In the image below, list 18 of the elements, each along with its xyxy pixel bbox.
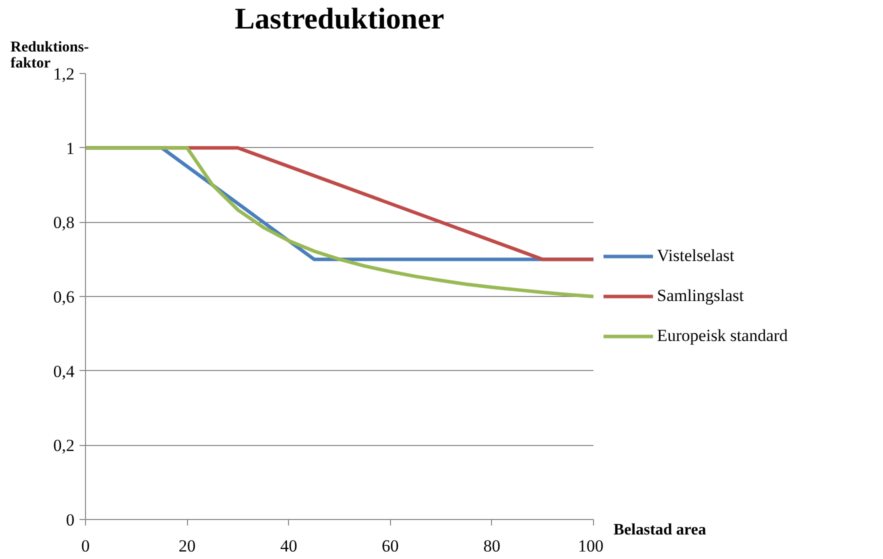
y-tick-label: 0,2 (53, 436, 74, 456)
y-tick-label: 0,8 (53, 213, 74, 232)
legend-label: Samlingslast (657, 286, 744, 306)
x-tick-label: 20 (178, 536, 196, 556)
chart-title: Lastreduktioner (234, 2, 444, 36)
x-tick-label: 100 (578, 536, 604, 556)
x-tick-label: 80 (483, 536, 500, 556)
x-tick-label: 60 (382, 536, 399, 556)
legend-label: Vistelselast (657, 246, 734, 266)
x-tick-label: 0 (81, 536, 90, 556)
y-tick-label: 0 (66, 510, 74, 530)
x-axis-title: Belastad area (614, 522, 706, 538)
line-series (86, 146, 594, 298)
y-tick-label: 0,4 (53, 362, 75, 381)
legend-label: Europeisk standard (657, 326, 788, 346)
x-tick-label: 40 (280, 536, 298, 556)
y-tick-label: 0,6 (53, 288, 74, 306)
y-tick-label: 1 (66, 138, 74, 158)
